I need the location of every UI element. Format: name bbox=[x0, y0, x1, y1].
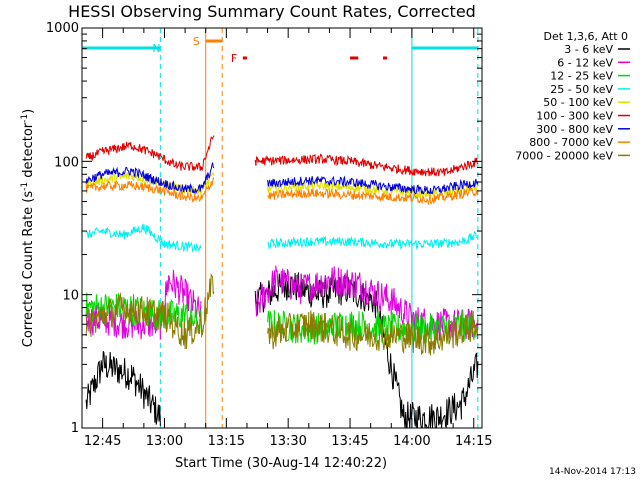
x-tick-label: 13:15 bbox=[208, 434, 245, 449]
series-line bbox=[85, 292, 203, 338]
legend-entry-label: 12 - 25 keV bbox=[550, 70, 613, 83]
series-line bbox=[85, 162, 215, 195]
series-line bbox=[85, 351, 161, 426]
chart-title: HESSI Observing Summary Count Rates, Cor… bbox=[68, 2, 476, 21]
series-line bbox=[85, 135, 215, 172]
x-tick-label: 13:00 bbox=[146, 434, 183, 449]
flag-label-n: N bbox=[152, 42, 160, 55]
x-tick-label: 13:45 bbox=[331, 434, 368, 449]
legend-entry-label: 7000 - 20000 keV bbox=[515, 149, 613, 162]
flag-layer: N S F bbox=[82, 28, 479, 428]
footer-date-stamp: 14-Nov-2014 17:13 bbox=[549, 467, 636, 477]
x-tick-label: 12:45 bbox=[84, 434, 121, 449]
series-line bbox=[85, 171, 215, 196]
x-tick-label: 13:30 bbox=[269, 434, 306, 449]
series-line bbox=[86, 223, 202, 253]
axes-layer: 1 10 100 1000 12:45 13:00 13:15 13:30 13:45 14:00… bbox=[46, 21, 493, 449]
legend-entry-label: 25 - 50 keV bbox=[550, 83, 613, 96]
plot-frame bbox=[81, 27, 483, 429]
legend-entry-label: 100 - 300 keV bbox=[536, 110, 613, 123]
series-layer bbox=[85, 135, 479, 429]
x-tick-label: 14:15 bbox=[455, 434, 492, 449]
series-line bbox=[267, 230, 479, 250]
legend-title: Det 1,3,6, Att 0 bbox=[544, 30, 628, 43]
series-line bbox=[254, 265, 479, 342]
series-line bbox=[267, 175, 479, 195]
series-line bbox=[267, 187, 479, 206]
series-line bbox=[254, 153, 479, 177]
legend-entry-label: 300 - 800 keV bbox=[536, 123, 613, 136]
series-line bbox=[267, 310, 479, 346]
y-tick-label: 1000 bbox=[46, 21, 79, 36]
flag-label-s: S bbox=[193, 35, 200, 48]
legend-entry-label: 6 - 12 keV bbox=[557, 56, 613, 69]
x-tick-label: 14:00 bbox=[393, 434, 430, 449]
y-tick-label: 1 bbox=[71, 421, 79, 436]
series-line bbox=[85, 273, 215, 350]
x-axis-label: Start Time (30-Aug-14 12:40:22) bbox=[175, 456, 387, 471]
series-line bbox=[85, 177, 215, 203]
y-axis-label: Corrected Count Rate (s-1 detector-1) bbox=[20, 109, 36, 347]
y-tick-label: 100 bbox=[54, 155, 79, 170]
flag-label-f: F bbox=[231, 52, 237, 65]
legend-entry-label: 800 - 7000 keV bbox=[529, 136, 613, 149]
legend-entry-label: 3 - 6 keV bbox=[564, 43, 613, 56]
series-line bbox=[267, 310, 479, 356]
legend-entry-label: 50 - 100 keV bbox=[543, 96, 613, 109]
y-tick-label: 10 bbox=[62, 289, 79, 304]
